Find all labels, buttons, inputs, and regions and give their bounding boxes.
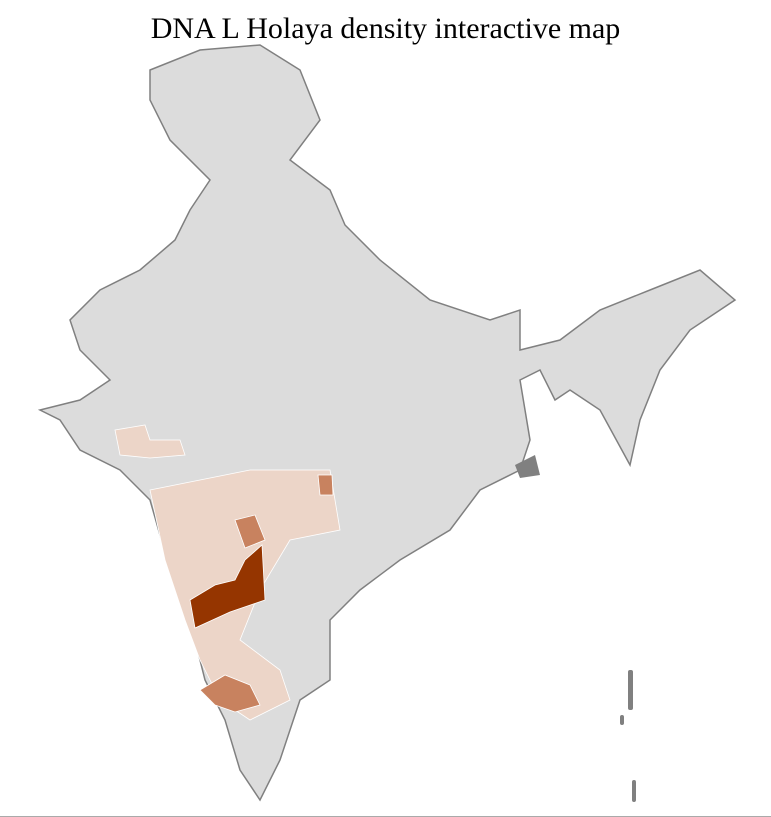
region-dark-bengal xyxy=(515,455,540,478)
region-medium-density[interactable] xyxy=(234,514,266,549)
region-high-density[interactable] xyxy=(189,544,266,629)
region-medium-density-east[interactable] xyxy=(317,474,334,496)
region-medium-density-south[interactable] xyxy=(199,674,261,713)
map-title: DNA L Holaya density interactive map xyxy=(150,12,621,45)
andaman-islands xyxy=(620,670,636,802)
region-low-density-gujarat[interactable] xyxy=(114,424,186,459)
